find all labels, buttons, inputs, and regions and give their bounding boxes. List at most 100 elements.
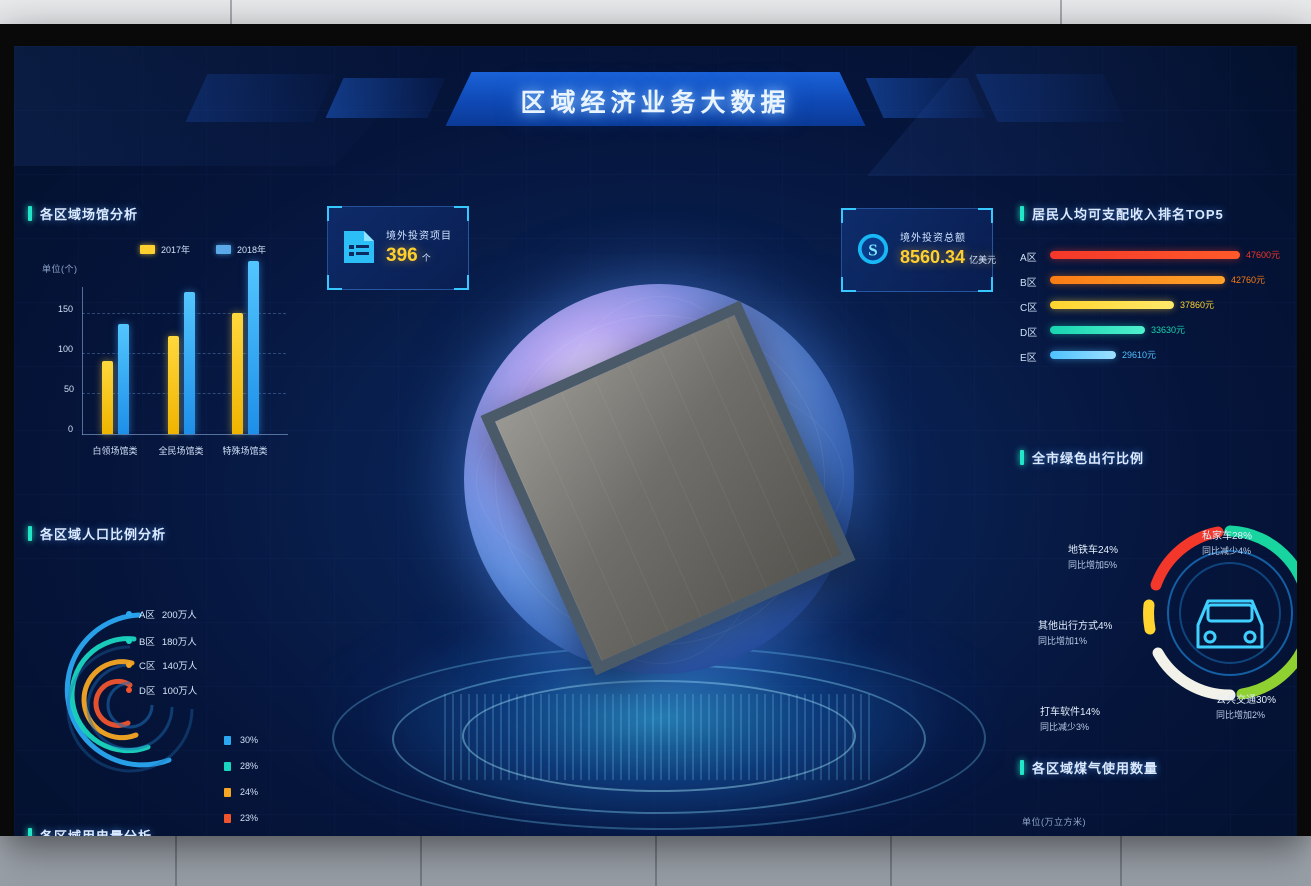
electricity-panel-title: 各区域用电量分析 [40, 826, 152, 836]
legend-swatch [224, 813, 231, 823]
legend-swatch [224, 735, 231, 745]
legend-item-2017: 2017年 [139, 243, 190, 256]
kpi-value: 8560.34 [900, 247, 966, 267]
floor-seam [655, 808, 657, 886]
x-axis [82, 434, 288, 435]
legend-pct: 24% [240, 787, 259, 797]
segment-name: 私家车28% [1202, 531, 1253, 542]
legend-swatch [139, 245, 155, 254]
segment-sub: 同比增加2% [1216, 710, 1266, 720]
floor-seam [420, 808, 422, 886]
population-label-b: B区 180万人 [126, 634, 197, 648]
venue-axis-unit: 单位(个) [42, 264, 78, 274]
monitor-bezel: 区域经济业务大数据 各区域场馆分析 2017年 2018年 单位(个) [0, 24, 1311, 836]
income-region: A区 [1020, 253, 1037, 264]
income-row-e: E区 29610元 [1020, 345, 1290, 370]
segment-sub: 同比减少3% [1040, 722, 1090, 732]
income-region: C区 [1020, 303, 1038, 314]
kpi-card-overseas-projects[interactable]: 境外投资项目 396 个 [327, 206, 469, 290]
income-panel-title: 居民人均可支配收入排名TOP5 [1032, 207, 1224, 222]
income-bar [1050, 351, 1116, 359]
kpi-unit: 个 [421, 253, 431, 263]
bar-2018-1 [118, 324, 129, 434]
segment-name: 公共交通30% [1216, 695, 1277, 706]
color-dot [126, 662, 132, 668]
svg-text:S: S [868, 241, 877, 260]
accent-bar [28, 828, 32, 836]
x-tick-1: 白领场馆类 [92, 446, 138, 456]
spiral-arcs [64, 612, 194, 773]
region-name: C区 [139, 661, 156, 672]
population-label-d: D区 100万人 [126, 683, 197, 697]
income-value: 33630元 [1151, 325, 1186, 335]
floor-seam [1120, 808, 1122, 886]
region-value: 200万人 [161, 610, 197, 621]
region-name: A区 [139, 610, 155, 621]
legend-item-2018: 2018年 [216, 243, 266, 256]
panel-population-ratio: 各区域人口比例分析 A区 200万人 B区 180万人 [28, 524, 318, 823]
color-dot [126, 611, 132, 617]
region-name: B区 [139, 637, 155, 648]
panel-gas-usage: 各区域煤气使用数量 单位(万立方米) [1020, 758, 1297, 828]
color-dot [126, 687, 132, 693]
income-value: 29610元 [1122, 350, 1157, 360]
legend-pct: 28% [240, 761, 259, 771]
green-travel-panel-header: 全市绿色出行比例 [1020, 448, 1297, 467]
region-name: D区 [139, 686, 156, 697]
header-wing-left [325, 78, 446, 118]
income-bar [1050, 276, 1225, 284]
kpi-value-group: 396 个 [386, 245, 431, 267]
donut-label-other: 其他出行方式4% 同比增加1% [1038, 617, 1112, 647]
page-title: 区域经济业务大数据 [520, 89, 791, 117]
header-wing-outer-right [975, 74, 1126, 122]
population-label-a: A区 200万人 [126, 607, 197, 621]
legend-label: 2018年 [237, 245, 267, 255]
gas-panel-title: 各区域煤气使用数量 [1032, 761, 1159, 776]
accent-bar [28, 206, 32, 221]
income-row-b: B区 42760元 [1020, 270, 1290, 295]
income-value: 47600元 [1246, 250, 1281, 260]
income-value: 37860元 [1180, 300, 1215, 310]
population-spiral-chart: A区 200万人 B区 180万人 C区 140万人 D区 100万人 30% [28, 555, 293, 823]
income-row-a: A区 47600元 [1020, 245, 1290, 270]
segment-sub: 同比增加1% [1038, 636, 1088, 646]
dashboard-screen: 区域经济业务大数据 各区域场馆分析 2017年 2018年 单位(个) [14, 46, 1297, 836]
income-bars: A区 47600元 B区 42760元 C区 37860元 D区 33630元 … [1020, 245, 1290, 370]
kpi-card-overseas-amount[interactable]: S 境外投资总额 8560.34 亿美元 [841, 208, 996, 292]
population-legend-c: 24% [224, 787, 258, 797]
gas-panel-header: 各区域煤气使用数量 [1020, 758, 1297, 777]
population-legend-b: 28% [224, 761, 258, 771]
car-icon [1196, 599, 1264, 649]
electricity-panel-header: 各区域用电量分析 [28, 826, 318, 836]
wall-seam [1060, 0, 1062, 24]
panel-venue-analysis: 各区域场馆分析 2017年 2018年 单位(个) 150 100 50 0 [28, 204, 318, 469]
x-tick-3: 特殊场馆类 [222, 446, 268, 456]
donut-label-metro: 地铁车24% 同比增加5% [1068, 541, 1118, 571]
income-value: 42760元 [1231, 275, 1266, 285]
segment-name: 其他出行方式4% [1038, 621, 1113, 632]
green-travel-panel-title: 全市绿色出行比例 [1032, 451, 1145, 466]
segment-sub: 同比减少4% [1202, 546, 1252, 556]
region-value: 180万人 [161, 637, 197, 648]
legend-swatch [224, 787, 231, 797]
bar-2018-2 [184, 292, 195, 434]
income-bar [1050, 301, 1174, 309]
gas-axis-unit: 单位(万立方米) [1022, 817, 1086, 827]
dollar-coin-icon: S [856, 231, 890, 267]
bar-2017-1 [102, 361, 113, 434]
region-value: 140万人 [162, 661, 198, 672]
income-bar [1050, 251, 1240, 259]
donut-label-public-transit: 公共交通30% 同比增加2% [1216, 691, 1276, 721]
population-legend-d: 23% [224, 813, 258, 823]
venue-legend: 2017年 2018年 [88, 243, 318, 256]
panel-green-travel: 全市绿色出行比例 [1020, 448, 1297, 732]
legend-pct: 23% [240, 813, 259, 823]
income-region: D区 [1020, 328, 1038, 339]
bar-2018-3 [248, 261, 259, 434]
legend-pct: 30% [240, 735, 259, 745]
income-panel-header: 居民人均可支配收入排名TOP5 [1020, 204, 1290, 223]
venue-panel-header: 各区域场馆分析 [28, 204, 318, 223]
legend-swatch [216, 245, 231, 254]
base-ring-inner [462, 680, 856, 792]
accent-bar [1020, 206, 1024, 221]
